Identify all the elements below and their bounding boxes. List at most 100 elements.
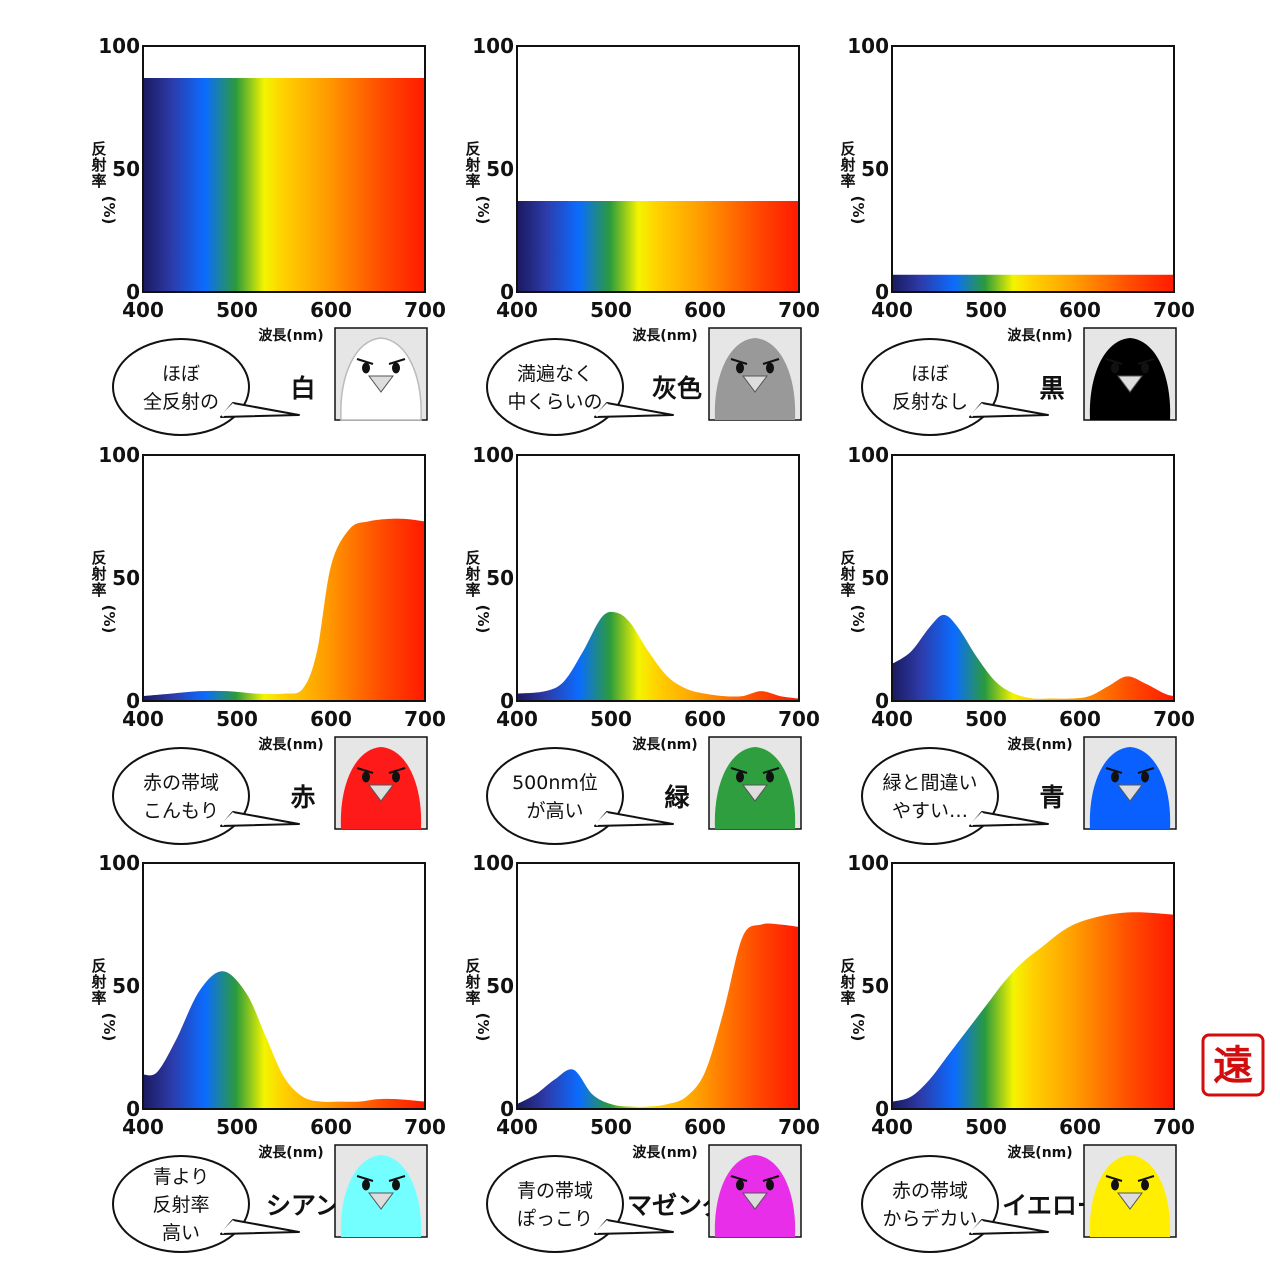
bubble-tail-join [220, 1219, 236, 1235]
bubble-tail-join [220, 402, 236, 418]
bird-beak [1117, 784, 1143, 802]
x-tick-label: 600 [310, 1115, 352, 1139]
y-axis-label-char: 反 [91, 549, 106, 567]
y-axis-label: 反射率 (%) [90, 957, 118, 1041]
bird-eye-left [736, 1179, 744, 1191]
y-axis-label-char: 率 [91, 172, 106, 190]
x-tick-label: 400 [122, 298, 164, 322]
y-axis-label-char: 率 [840, 989, 855, 1007]
y-axis-label-char: 射 [90, 973, 106, 991]
plot-frame [142, 454, 426, 702]
bird-eye-right [1141, 1179, 1149, 1191]
x-tick-label: 600 [1059, 707, 1101, 731]
y-tick-label: 0 [875, 1097, 889, 1121]
x-axis-label: 波長(nm) [632, 1144, 697, 1161]
panel-9: 050100400 500 600 700反射率(%)波長(nm)赤の帯域からデカいイ… [839, 851, 1195, 1253]
y-tick-label: 100 [98, 34, 140, 58]
y-axis-label-char: 率 [465, 581, 480, 599]
bird-eye-left [1111, 771, 1119, 783]
x-tick-label: 400 [496, 707, 538, 731]
bubble-tail-join [969, 1219, 985, 1235]
y-tick-label: 0 [126, 1097, 140, 1121]
x-tick-label: 500 [590, 1115, 632, 1139]
bird-eye-right [766, 771, 774, 783]
bubble-text-line: 赤の帯域 [143, 772, 219, 794]
bird-icon [1083, 1144, 1177, 1238]
y-tick-label: 0 [500, 1097, 514, 1121]
y-axis-label: 反射率 (%) [464, 140, 492, 224]
y-axis-label-char: 反 [465, 549, 480, 567]
bubble-shape [112, 1155, 250, 1253]
bubble-text-line: からデカい [882, 1208, 977, 1230]
bubble-text-line: が高い [526, 800, 583, 822]
bubble-tail-join [220, 811, 236, 827]
bird-eye-right [392, 362, 400, 374]
y-tick-label: 0 [500, 689, 514, 713]
x-tick-label: 400 [871, 1115, 913, 1139]
y-axis-label-char: 反 [840, 957, 855, 975]
y-axis-label-unit: (%) [474, 196, 492, 225]
y-axis-label-char: 反 [91, 957, 106, 975]
x-axis-label: 波長(nm) [258, 736, 323, 753]
y-axis-label-unit: (%) [100, 605, 118, 634]
plot-frame [516, 862, 800, 1110]
spectrum-area [143, 518, 425, 701]
y-axis-label-char: 率 [840, 581, 855, 599]
y-axis-label: 反射率 (%) [464, 957, 492, 1041]
bubble-text-line: 青より [153, 1166, 210, 1188]
y-axis-label-unit: (%) [474, 1013, 492, 1042]
plot-frame [516, 45, 800, 293]
y-axis-label-char: 率 [91, 989, 106, 1007]
bubble-shape [861, 338, 999, 436]
x-tick-label: 500 [965, 298, 1007, 322]
y-axis-label-unit: (%) [849, 1013, 867, 1042]
bird-eye-right [766, 362, 774, 374]
y-axis-label: 反射率 (%) [90, 549, 118, 633]
bubble-text-line: ぽっこり [517, 1208, 593, 1230]
y-tick-label: 100 [472, 851, 514, 875]
x-tick-label: 600 [684, 298, 726, 322]
bird-icon [708, 327, 802, 421]
bird-eye-left [362, 362, 370, 374]
y-axis-label-char: 射 [839, 973, 855, 991]
x-axis-label: 波長(nm) [258, 1144, 323, 1161]
bird-brows [1105, 1175, 1155, 1182]
x-tick-label: 700 [1153, 298, 1195, 322]
y-tick-label: 100 [847, 851, 889, 875]
y-tick-label: 50 [861, 157, 889, 181]
y-axis-label-unit: (%) [100, 196, 118, 225]
plot-frame [142, 862, 426, 1110]
bubble-shape [486, 1155, 624, 1253]
x-tick-label: 400 [871, 707, 913, 731]
y-axis-label-char: 射 [839, 156, 855, 174]
x-tick-label: 700 [1153, 1115, 1195, 1139]
spectrum-area [517, 200, 799, 292]
y-axis-label: 反射率 (%) [839, 957, 867, 1041]
y-axis-label-char: 射 [839, 565, 855, 583]
y-tick-label: 50 [486, 566, 514, 590]
y-axis-label-char: 率 [91, 581, 106, 599]
bubble-shape [112, 747, 250, 845]
color-name-label: 灰色 [652, 374, 702, 403]
bird-brows [1105, 767, 1155, 774]
color-name-label: 赤 [290, 783, 315, 812]
spectrum-area [892, 912, 1174, 1109]
y-axis-label-unit: (%) [849, 196, 867, 225]
y-tick-label: 0 [500, 280, 514, 304]
x-tick-label: 700 [778, 298, 820, 322]
x-axis-label: 波長(nm) [632, 736, 697, 753]
plot-frame [142, 45, 426, 293]
y-tick-label: 50 [112, 157, 140, 181]
bubble-tail-join [969, 811, 985, 827]
bird-beak [742, 784, 768, 802]
bubble-tail-join [969, 402, 985, 418]
y-axis-label-char: 率 [840, 172, 855, 190]
bird-beak [368, 784, 394, 802]
bird-eye-right [1141, 771, 1149, 783]
bird-beak [368, 375, 394, 393]
